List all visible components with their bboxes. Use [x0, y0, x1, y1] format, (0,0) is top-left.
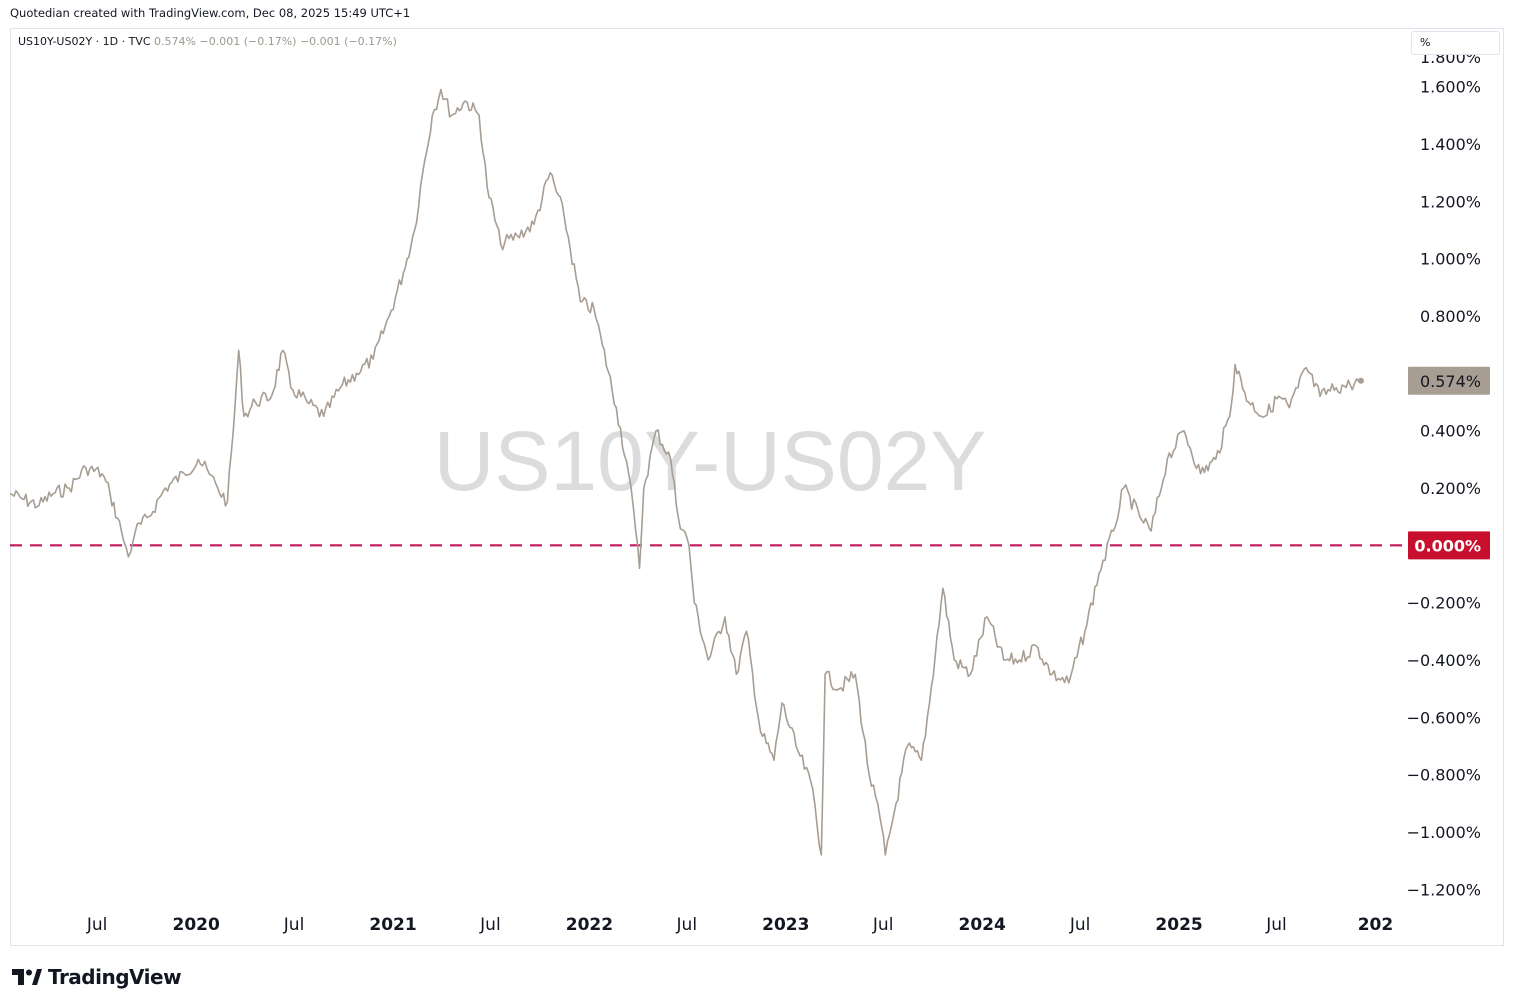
y-tick-label: −0.600%: [1407, 708, 1481, 727]
last-price-label: 0.574%: [1420, 372, 1481, 391]
y-tick-label: 1.600%: [1420, 78, 1481, 97]
x-tick-label: Jul: [86, 915, 108, 935]
x-tick-label: 202: [1358, 915, 1394, 935]
last-price-badge: [1408, 366, 1490, 395]
unit-label: %: [1420, 36, 1431, 49]
x-tick-label: 2025: [1155, 915, 1202, 935]
legend-last-value: 0.574%: [154, 35, 196, 48]
price-scale-unit-button[interactable]: %: [1411, 31, 1500, 55]
symbol-watermark: US10Y-US02Y: [434, 414, 987, 508]
x-tick-label: Jul: [479, 915, 501, 935]
legend-symbol: US10Y-US02Y · 1D · TVC: [18, 35, 151, 48]
y-tick-label: 0.400%: [1420, 422, 1481, 441]
tradingview-logo[interactable]: TradingView: [12, 965, 182, 989]
x-tick-label: 2024: [959, 915, 1006, 935]
y-tick-label: 1.000%: [1420, 250, 1481, 269]
legend-change: −0.001 (−0.17%): [199, 35, 297, 48]
x-tick-label: Jul: [872, 915, 894, 935]
y-tick-label: 1.400%: [1420, 135, 1481, 154]
x-tick-label: Jul: [1069, 915, 1091, 935]
symbol-legend[interactable]: US10Y-US02Y · 1D · TVC 0.574% −0.001 (−0…: [18, 35, 397, 48]
x-tick-label: 2022: [566, 915, 613, 935]
y-tick-label: 0.800%: [1420, 307, 1481, 326]
y-tick-label: 0.200%: [1420, 479, 1481, 498]
x-tick-label: 2021: [369, 915, 416, 935]
zero-badge: [1408, 531, 1490, 560]
zero-label: 0.000%: [1414, 536, 1481, 555]
y-tick-label: −0.200%: [1407, 594, 1481, 613]
chart-frame: [10, 28, 1504, 946]
chart-credit: Quotedian created with TradingView.com, …: [10, 6, 411, 20]
y-tick-label: −1.200%: [1407, 880, 1481, 899]
y-tick-label: −0.800%: [1407, 766, 1481, 785]
y-tick-label: −1.000%: [1407, 823, 1481, 842]
last-point-marker: [1357, 377, 1364, 384]
x-tick-label: Jul: [1265, 915, 1287, 935]
tradingview-logo-icon: [12, 969, 42, 985]
legend-change-secondary: −0.001 (−0.17%): [299, 35, 397, 48]
tradingview-brand: TradingView: [48, 965, 182, 989]
x-tick-label: Jul: [676, 915, 698, 935]
y-tick-label: −0.400%: [1407, 651, 1481, 670]
series-line[interactable]: [9, 88, 1362, 856]
x-tick-label: 2020: [172, 915, 219, 935]
y-tick-label: 1.200%: [1420, 192, 1481, 211]
x-tick-label: Jul: [283, 915, 305, 935]
x-tick-label: 2023: [762, 915, 809, 935]
